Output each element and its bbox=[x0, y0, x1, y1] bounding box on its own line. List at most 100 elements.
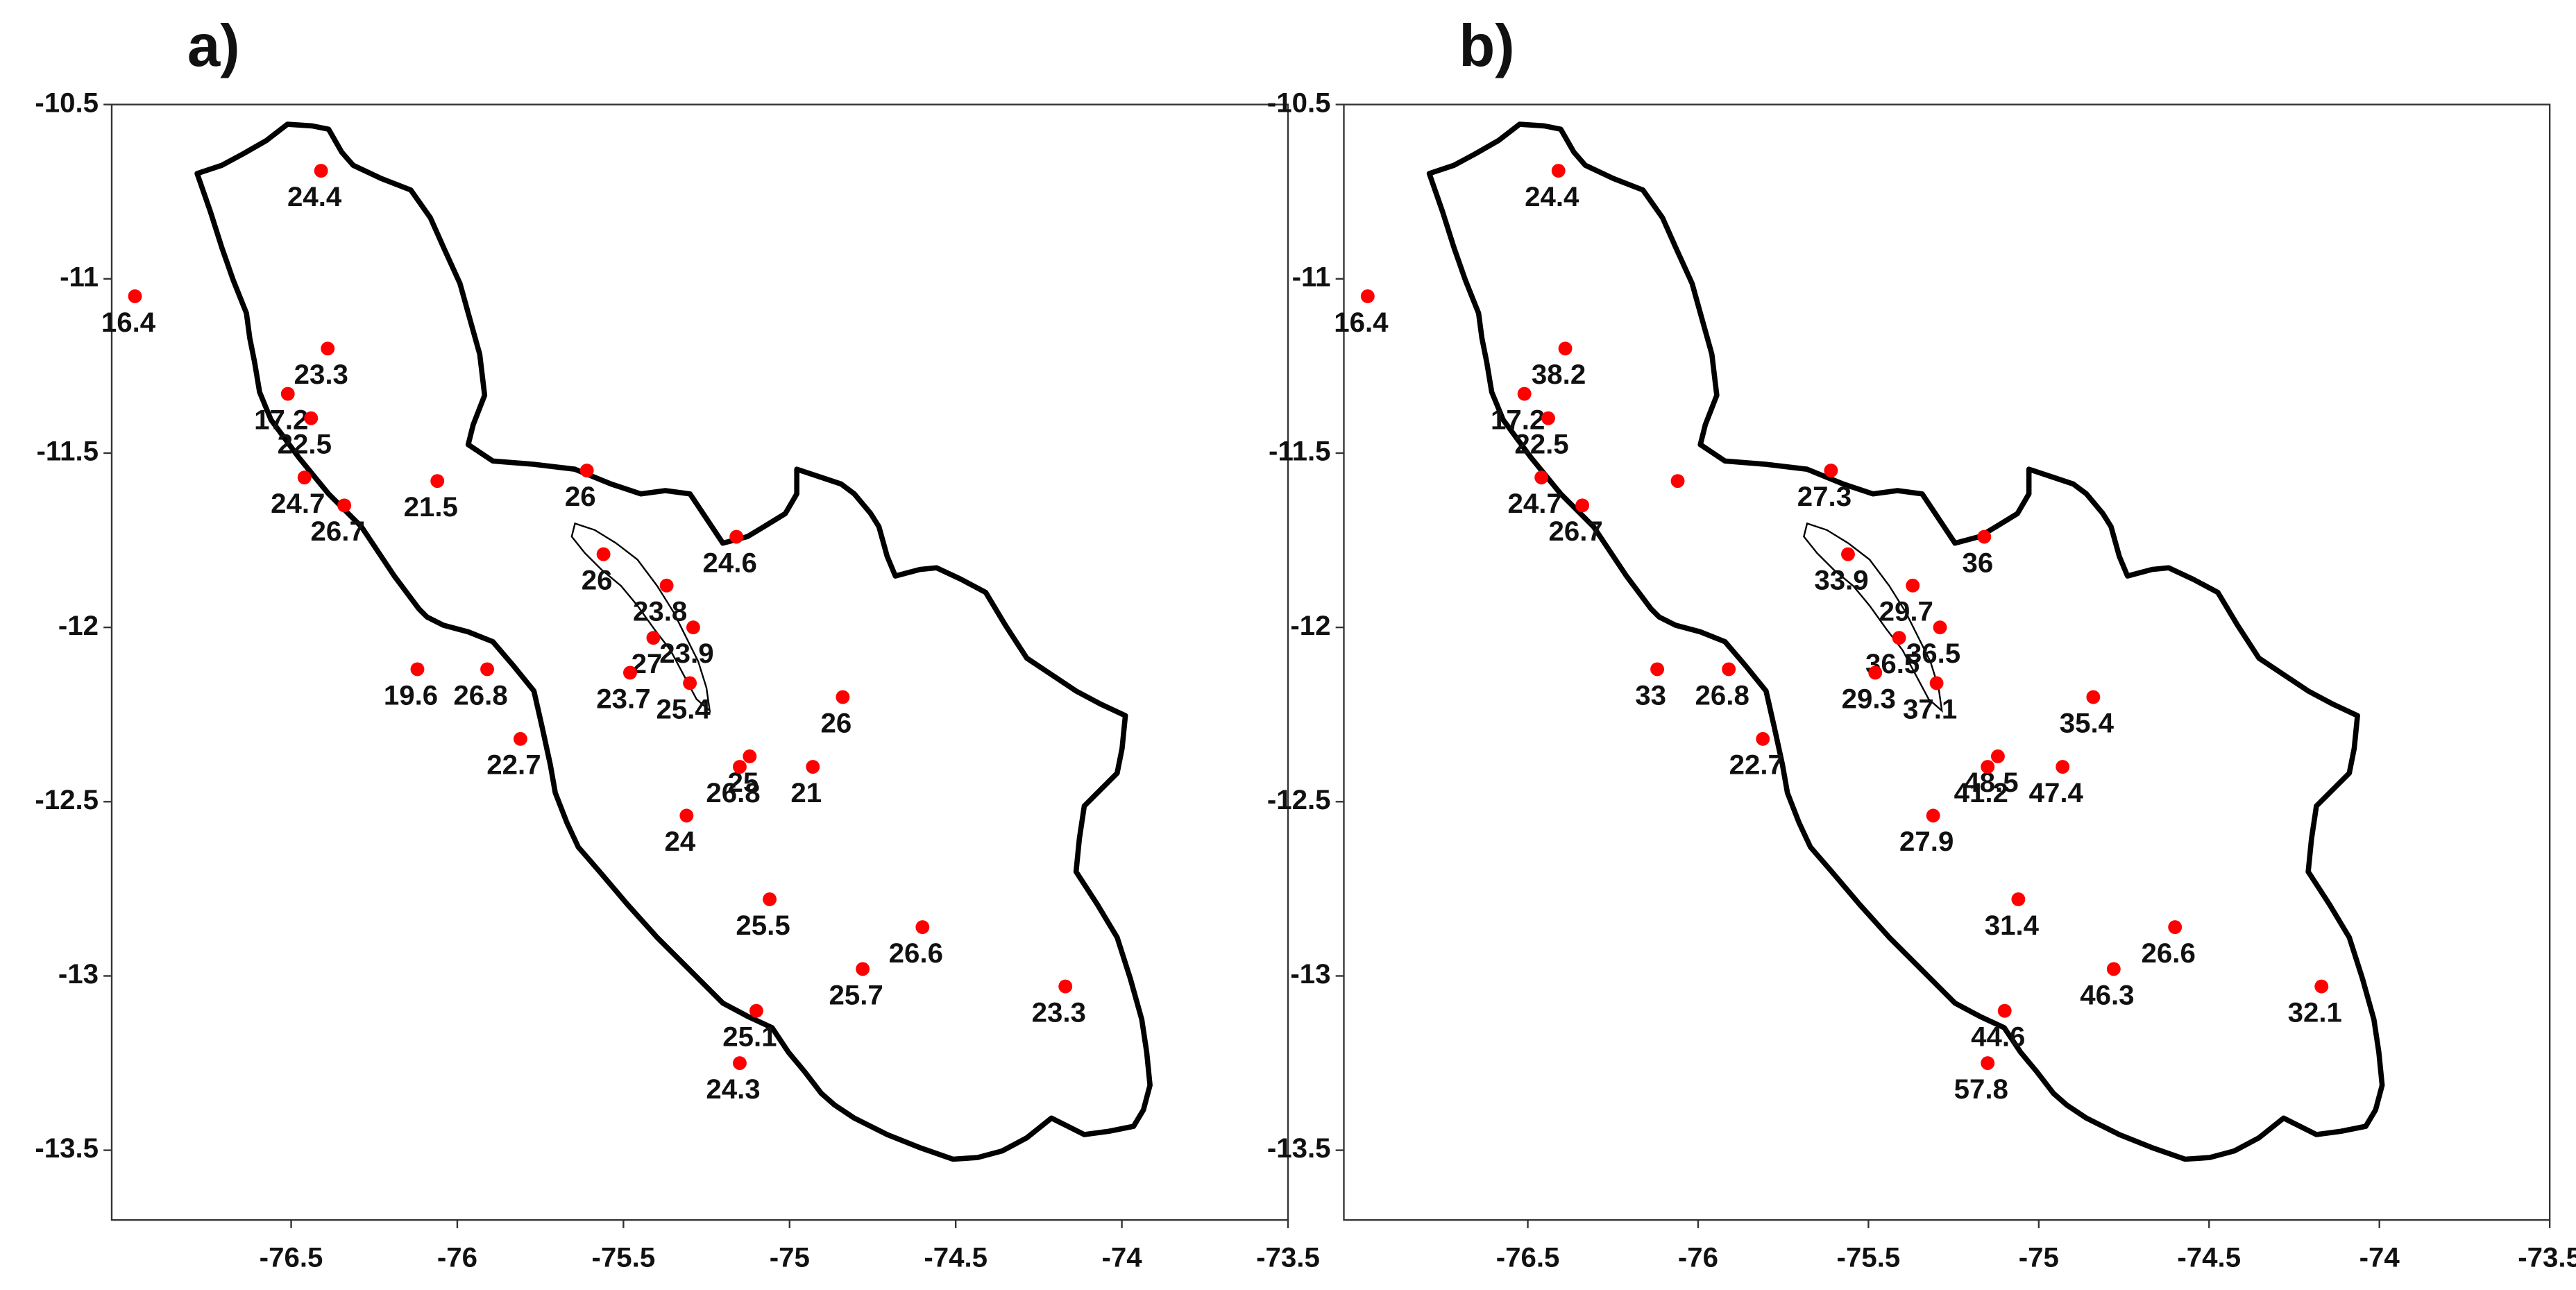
y-tick-label: -11 bbox=[60, 261, 99, 292]
station-point bbox=[579, 464, 594, 478]
station-label: 24.3 bbox=[706, 1073, 760, 1105]
station-point bbox=[2106, 962, 2121, 976]
station-label: 24.4 bbox=[1525, 181, 1579, 212]
station-label: 31.4 bbox=[1985, 910, 2040, 941]
station-label: 36.5 bbox=[1906, 638, 1960, 669]
x-tick-label: -74.5 bbox=[924, 1242, 988, 1273]
station-point bbox=[596, 547, 611, 561]
x-tick-label: -75 bbox=[770, 1242, 810, 1273]
station-point bbox=[2056, 760, 2070, 774]
station-label: 32.1 bbox=[2288, 996, 2342, 1028]
station-label: 24.7 bbox=[1508, 488, 1562, 519]
station-label: 29.3 bbox=[1842, 683, 1896, 714]
station-label: 26.6 bbox=[2142, 937, 2196, 969]
station-point bbox=[1981, 1056, 1995, 1070]
station-point bbox=[410, 662, 425, 677]
station-label: 25.4 bbox=[656, 693, 711, 724]
station-point bbox=[1981, 760, 1995, 774]
panel-title: a) bbox=[187, 13, 240, 79]
station-point bbox=[430, 474, 445, 489]
x-tick-label: -74.5 bbox=[2177, 1242, 2241, 1273]
station-label: 26 bbox=[821, 707, 852, 738]
station-label: 27.3 bbox=[1797, 481, 1852, 512]
station-label: 33.9 bbox=[1814, 565, 1868, 596]
x-tick-label: -75.5 bbox=[592, 1242, 656, 1273]
station-point bbox=[749, 1003, 763, 1018]
station-point bbox=[683, 676, 697, 690]
station-point bbox=[1926, 808, 1940, 823]
station-label: 22.7 bbox=[486, 749, 541, 781]
x-tick-label: -76.5 bbox=[1496, 1242, 1560, 1273]
station-point bbox=[1990, 749, 2005, 763]
x-tick-label: -75 bbox=[2019, 1242, 2059, 1273]
y-tick-label: -11.5 bbox=[37, 436, 99, 467]
x-tick-label: -76 bbox=[437, 1242, 477, 1273]
station-point bbox=[856, 962, 870, 976]
station-point bbox=[1534, 470, 1549, 485]
station-point bbox=[686, 620, 700, 635]
y-tick-label: -13.5 bbox=[1267, 1132, 1331, 1164]
x-tick-label: -76 bbox=[1678, 1242, 1718, 1273]
x-tick-label: -74 bbox=[2359, 1242, 2400, 1273]
station-point bbox=[1551, 164, 1566, 178]
station-label: 29.7 bbox=[1879, 596, 1933, 627]
x-tick-label: -75.5 bbox=[1837, 1242, 1901, 1273]
station-label: 26 bbox=[565, 481, 596, 512]
station-label: 19.6 bbox=[384, 679, 438, 711]
y-tick-label: -12.5 bbox=[35, 784, 99, 815]
station-label: 17.2 bbox=[254, 404, 308, 435]
station-point bbox=[1575, 498, 1590, 513]
x-tick-label: -73.5 bbox=[2518, 1242, 2576, 1273]
station-label: 25.5 bbox=[736, 910, 790, 941]
station-point bbox=[321, 341, 335, 356]
station-label: 24.6 bbox=[703, 547, 757, 578]
station-label: 25.1 bbox=[722, 1021, 777, 1053]
station-label: 23.9 bbox=[659, 638, 713, 669]
station-point bbox=[314, 164, 328, 178]
y-tick-label: -13 bbox=[58, 958, 99, 990]
station-point bbox=[836, 690, 850, 704]
x-tick-label: -74 bbox=[1102, 1242, 1143, 1273]
station-label: 26.6 bbox=[889, 937, 943, 969]
station-point bbox=[128, 289, 142, 303]
y-tick-label: -12.5 bbox=[1267, 784, 1331, 815]
station-label: 26 bbox=[582, 565, 613, 596]
station-point bbox=[2168, 920, 2183, 935]
station-point bbox=[659, 578, 674, 593]
station-label: 24.4 bbox=[287, 181, 342, 212]
station-point bbox=[1756, 731, 1770, 746]
station-point bbox=[2314, 979, 2329, 994]
station-label: 27.9 bbox=[1899, 826, 1954, 857]
station-point bbox=[1722, 662, 1736, 677]
y-tick-label: -13 bbox=[1290, 958, 1330, 990]
station-label: 22.5 bbox=[278, 429, 332, 460]
x-tick-label: -76.5 bbox=[260, 1242, 323, 1273]
station-label: 25.7 bbox=[829, 979, 883, 1010]
station-point bbox=[806, 760, 820, 774]
station-point bbox=[729, 529, 744, 544]
station-point bbox=[763, 892, 777, 906]
y-tick-label: -11 bbox=[1292, 261, 1331, 292]
station-label: 21.5 bbox=[404, 491, 458, 523]
station-point bbox=[646, 631, 661, 645]
station-label: 24.7 bbox=[271, 488, 325, 519]
station-label: 37.1 bbox=[1903, 693, 1957, 724]
station-label: 23.3 bbox=[1032, 996, 1086, 1028]
station-point bbox=[743, 749, 757, 763]
station-point bbox=[1558, 341, 1573, 356]
y-tick-label: -10.5 bbox=[1267, 87, 1331, 118]
station-point bbox=[513, 731, 527, 746]
station-label: 26.8 bbox=[1695, 679, 1749, 711]
station-label: 26.7 bbox=[1548, 516, 1602, 547]
station-label: 21 bbox=[790, 777, 822, 808]
station-label: 41.2 bbox=[1954, 777, 2008, 808]
y-tick-label: -13.5 bbox=[35, 1132, 99, 1164]
station-label: 17.2 bbox=[1491, 404, 1545, 435]
station-point bbox=[304, 411, 319, 425]
station-label: 46.3 bbox=[2080, 979, 2134, 1010]
station-point bbox=[1977, 529, 1992, 544]
plot-frame bbox=[110, 103, 1289, 1221]
station-point bbox=[2011, 892, 2026, 906]
station-label: 47.4 bbox=[2029, 777, 2084, 808]
